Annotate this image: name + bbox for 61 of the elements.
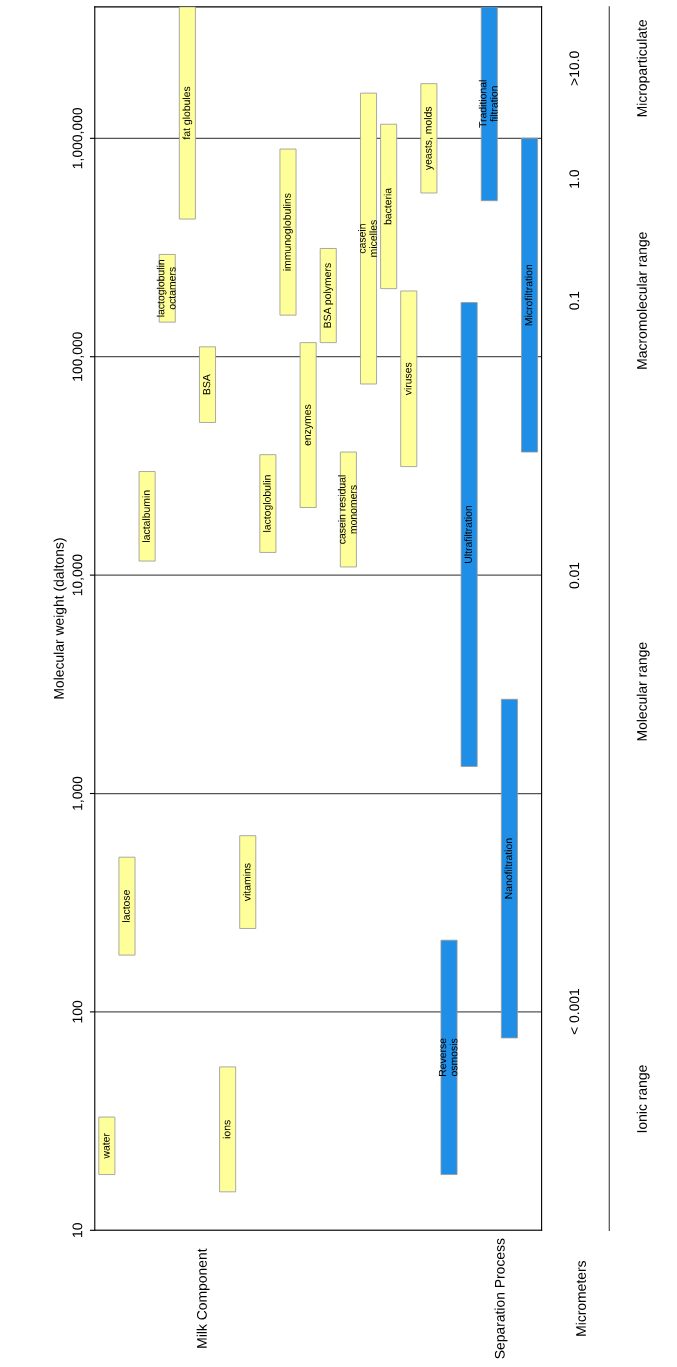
text: 1.0 <box>569 169 580 188</box>
text: Micrometers <box>575 1260 586 1336</box>
bar <box>138 471 156 562</box>
x-tick-label: BSA polymers <box>323 263 334 328</box>
bar <box>319 248 337 344</box>
x-tick-label: lactoglobulin <box>263 475 273 532</box>
y-tick-label: 100,000 <box>72 332 84 381</box>
x-tick-label: enzymes <box>305 404 313 446</box>
x-tick-label: ions <box>222 1120 231 1139</box>
text: >10.0 <box>569 51 580 86</box>
bar <box>500 698 518 1039</box>
bar <box>380 123 398 290</box>
y-axis-title: Molecular weight (daltons) <box>53 538 67 699</box>
bar <box>420 83 438 194</box>
x-tick-label: lactose <box>122 890 130 922</box>
text: Milk Component <box>196 1248 210 1348</box>
bar <box>239 835 257 929</box>
bar <box>521 137 538 453</box>
y-tick-label: 1,000,000 <box>72 107 84 169</box>
x-tick-label: Traditional filtration <box>478 80 498 128</box>
x-tick-label: lactalbumin <box>142 490 150 542</box>
text: Ionic range <box>636 1065 650 1133</box>
y-tick-label: 1,000 <box>72 776 84 810</box>
bar <box>279 148 297 316</box>
bar <box>259 454 277 553</box>
x-tick-label: vitamins <box>242 863 251 902</box>
x-tick-label: water <box>102 1133 110 1159</box>
bar <box>199 346 216 423</box>
text: 0.01 <box>569 562 580 589</box>
x-tick-label: fat globules <box>182 86 193 140</box>
x-tick-label: casein residual monomers <box>337 475 357 544</box>
x-tick-label: viruses <box>403 362 412 396</box>
x-tick-label: Ultrafiltration <box>464 505 472 563</box>
bar <box>219 1066 237 1193</box>
x-tick-label: bacteria <box>383 187 392 225</box>
x-tick-label: lactoglobulin octamers <box>156 260 176 317</box>
x-tick-label: yeasts, molds <box>424 106 434 171</box>
x-tick-label: Microfiltration <box>524 264 533 326</box>
bar <box>178 6 196 220</box>
x-tick-label: immunoglobulins <box>283 193 293 271</box>
text: Macromolecular range <box>636 232 650 369</box>
bar <box>360 92 377 385</box>
x-tick-label: Reverse osmosis <box>438 1038 458 1077</box>
bar <box>480 6 498 202</box>
bar <box>98 1116 116 1175</box>
bar <box>440 939 458 1175</box>
x-tick-label: casein micelles <box>358 220 377 257</box>
text: Microparticulate <box>636 19 650 117</box>
y-tick-label: 100 <box>72 1000 83 1023</box>
bar <box>118 856 136 956</box>
bar <box>299 342 317 508</box>
y-tick-label: 10 <box>72 1223 83 1237</box>
text: Molecular range <box>636 642 650 741</box>
x-tick-label: Nanofiltration <box>504 838 513 899</box>
bar <box>460 302 478 767</box>
y-tick-label: 10,000 <box>72 554 84 596</box>
bar <box>400 290 418 468</box>
text: 0.1 <box>569 291 580 310</box>
text: < 0.001 <box>569 988 580 1035</box>
text: Separation Process <box>494 1238 508 1359</box>
x-tick-label: BSA <box>202 374 211 395</box>
